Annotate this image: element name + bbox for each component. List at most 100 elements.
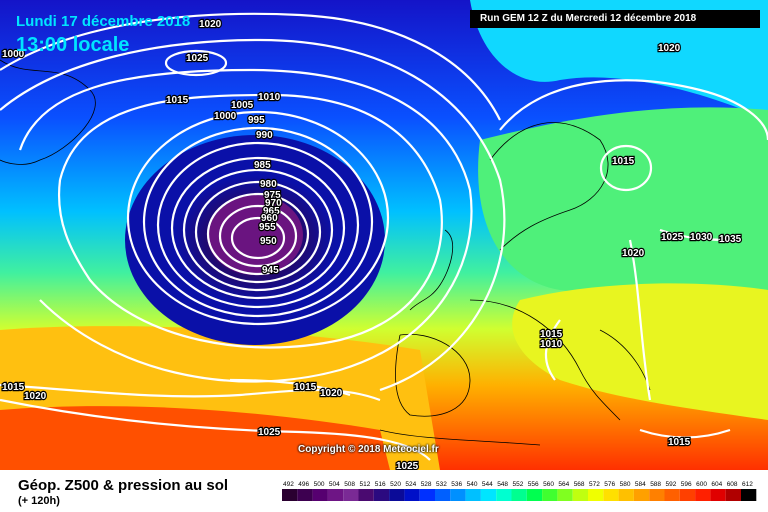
scale-label: 500 — [314, 481, 325, 488]
scale-swatch — [741, 489, 757, 501]
scale-label: 556 — [528, 481, 539, 488]
z500-red-sw — [0, 406, 390, 470]
label-965: 965 — [263, 206, 280, 217]
scale-label: 580 — [620, 481, 631, 488]
label-1010-b: 1010 — [540, 339, 563, 350]
scale-swatch — [282, 489, 298, 501]
label-1015-e: 1015 — [294, 382, 317, 393]
scale-label: 592 — [666, 481, 677, 488]
scale-swatch — [435, 489, 451, 501]
label-1025-a: 1025 — [186, 53, 209, 64]
scale-swatch — [404, 489, 420, 501]
label-945: 945 — [262, 265, 279, 276]
scale-label: 576 — [604, 481, 615, 488]
scale-label: 496 — [298, 481, 309, 488]
z500-cyan-ne — [470, 0, 768, 120]
scale-swatch — [526, 489, 543, 501]
label-1000-a: 1000 — [2, 49, 25, 60]
scale-label: 504 — [329, 481, 340, 488]
scale-label: 552 — [513, 481, 524, 488]
label-1035: 1035 — [719, 234, 742, 245]
scale-label: 584 — [635, 481, 646, 488]
scale-swatch — [389, 489, 405, 501]
map-canvas: 1020 1000 1025 1015 1010 1005 1000 995 9… — [0, 0, 768, 470]
label-1020-b: 1020 — [658, 43, 681, 54]
label-1020-a: 1020 — [199, 19, 222, 30]
label-1020-c: 1020 — [622, 248, 645, 259]
label-1015-b: 1015 — [612, 156, 635, 167]
label-1015-d: 1015 — [2, 382, 25, 393]
scale-swatch — [511, 489, 527, 501]
scale-label: 564 — [558, 481, 569, 488]
scale-swatch — [465, 489, 481, 501]
label-970: 970 — [265, 198, 282, 209]
label-1020-d: 1020 — [24, 391, 47, 402]
scale-label: 536 — [451, 481, 462, 488]
copyright: Copyright © 2018 Meteociel.fr — [298, 444, 439, 455]
color-scale: 492 496 500 504 508 512 516 520 524 528 532 536 540 5… — [282, 481, 757, 501]
scale-swatch — [450, 489, 466, 501]
scale-swatch — [603, 489, 619, 501]
scale-label: 532 — [436, 481, 447, 488]
scale-swatch — [710, 489, 726, 501]
scale-label: 596 — [681, 481, 692, 488]
scale-swatch — [327, 489, 344, 501]
scale-label: 512 — [360, 481, 371, 488]
scale-swatch — [618, 489, 634, 501]
label-960: 960 — [261, 213, 278, 224]
label-1025-c: 1025 — [258, 427, 281, 438]
scale-label: 492 — [283, 481, 294, 488]
forecast-date: Lundi 17 décembre 2018 — [16, 13, 191, 30]
label-1015-f: 1015 — [668, 437, 691, 448]
isobar-labels: 1020 1000 1025 1015 1010 1005 1000 995 9… — [1, 18, 743, 470]
scale-label: 612 — [742, 481, 753, 488]
isobars — [0, 12, 768, 461]
scale-swatch — [664, 489, 680, 501]
label-990: 990 — [256, 130, 273, 141]
scale-label: 572 — [589, 481, 600, 488]
scale-swatch — [695, 489, 711, 501]
scale-label: 560 — [543, 481, 554, 488]
run-info: Run GEM 12 Z du Mercredi 12 décembre 201… — [470, 10, 760, 28]
label-950: 950 — [260, 236, 277, 247]
scale-label: 508 — [344, 481, 355, 488]
scale-label: 548 — [497, 481, 508, 488]
label-975: 975 — [264, 190, 281, 201]
label-1025-d: 1025 — [396, 461, 419, 470]
scale-label: 516 — [375, 481, 386, 488]
weather-map: 1020 1000 1025 1015 1010 1005 1000 995 9… — [0, 0, 768, 470]
coastlines — [0, 59, 651, 446]
scale-swatch — [557, 489, 573, 501]
scale-swatch — [358, 489, 374, 501]
scale-swatch — [633, 489, 650, 501]
label-1020-e: 1020 — [320, 388, 343, 399]
scale-label: 588 — [650, 481, 661, 488]
scale-swatch — [373, 489, 390, 501]
z500-green-east — [478, 107, 768, 293]
scale-swatch — [480, 489, 497, 501]
label-1025-b: 1025 — [661, 232, 684, 243]
footer-subtitle: (+ 120h) — [18, 495, 60, 507]
scale-swatch — [725, 489, 741, 501]
scale-label: 600 — [696, 481, 707, 488]
label-955: 955 — [259, 222, 276, 233]
label-1015-c: 1015 — [540, 329, 563, 340]
scale-label: 544 — [482, 481, 493, 488]
scale-swatch — [419, 489, 435, 501]
forecast-hour: 13:00 locale — [16, 34, 130, 56]
footer-title: Géop. Z500 & pression au sol — [18, 477, 229, 494]
scale-label: 520 — [390, 481, 401, 488]
scale-label: 528 — [421, 481, 432, 488]
label-1015-a: 1015 — [166, 95, 189, 106]
scale-swatch — [496, 489, 512, 501]
label-995: 995 — [248, 115, 265, 126]
label-1000-b: 1000 — [214, 111, 237, 122]
label-1010-a: 1010 — [258, 92, 281, 103]
z500-yellow-se — [512, 283, 768, 420]
scale-swatch — [572, 489, 588, 501]
scale-label: 524 — [405, 481, 416, 488]
scale-swatch — [679, 489, 696, 501]
scale-label: 608 — [727, 481, 738, 488]
scale-swatch — [542, 489, 558, 501]
label-1005-a: 1005 — [231, 100, 254, 111]
